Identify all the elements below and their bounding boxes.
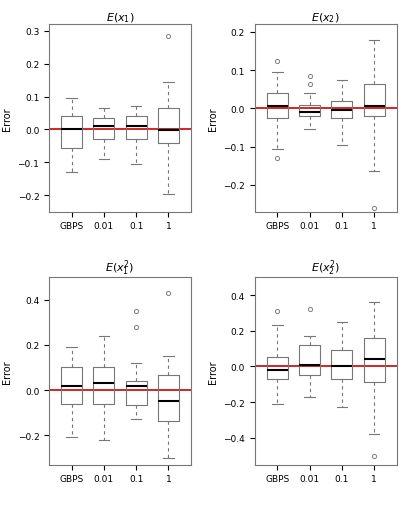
Y-axis label: Error: Error bbox=[208, 107, 218, 130]
Y-axis label: Error: Error bbox=[208, 360, 218, 383]
Title: $E(x_1)$: $E(x_1)$ bbox=[106, 11, 134, 25]
Y-axis label: Error: Error bbox=[2, 360, 12, 383]
Title: $E(x_2^2)$: $E(x_2^2)$ bbox=[311, 258, 340, 278]
Title: $E(x_2)$: $E(x_2)$ bbox=[312, 11, 340, 25]
Title: $E(x_1^2)$: $E(x_1^2)$ bbox=[106, 258, 135, 278]
Y-axis label: Error: Error bbox=[2, 107, 12, 130]
